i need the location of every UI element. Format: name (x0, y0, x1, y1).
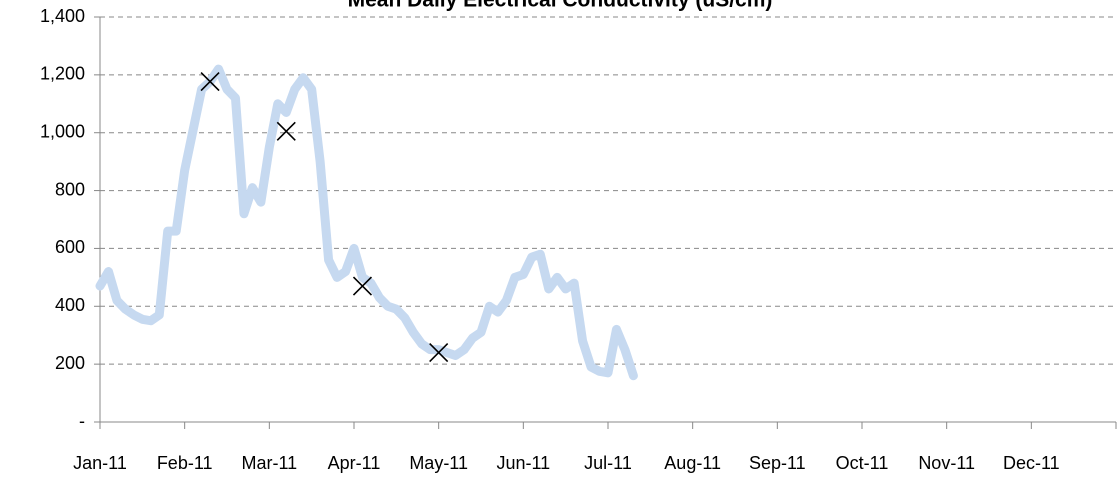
x-marker (200, 71, 220, 92)
x-tick-label: Nov-11 (918, 453, 975, 473)
y-tick-label: 800 (55, 179, 85, 199)
x-tick-label: Dec-11 (1003, 453, 1060, 473)
x-marker (429, 343, 449, 363)
chart-title: Mean Daily Electrical Conductivity (uS/c… (348, 0, 773, 12)
y-tick-label: - (79, 411, 85, 431)
x-tick-label: Jan-11 (73, 453, 127, 473)
x-marker (276, 121, 296, 141)
x-tick-label: Sep-11 (749, 453, 806, 473)
x-tick-label: Oct-11 (836, 453, 889, 473)
x-tick-label: Feb-11 (157, 453, 213, 473)
x-tick-label: May-11 (409, 453, 468, 473)
y-tick-label: 1,200 (40, 64, 85, 84)
y-tick-label: 1,400 (40, 6, 85, 26)
x-tick-label: Apr-11 (328, 453, 381, 473)
y-tick-label: 200 (55, 353, 85, 373)
series-line (95, 64, 638, 381)
x-tick-label: Jun-11 (496, 453, 550, 473)
x-marker (352, 276, 373, 296)
y-tick-label: 600 (55, 237, 85, 257)
y-tick-label: 1,000 (40, 121, 85, 141)
y-tick-label: 400 (55, 295, 85, 315)
x-tick-label: Mar-11 (241, 453, 297, 473)
x-tick-label: Aug-11 (664, 453, 721, 473)
x-tick-label: Jul-11 (584, 453, 632, 473)
